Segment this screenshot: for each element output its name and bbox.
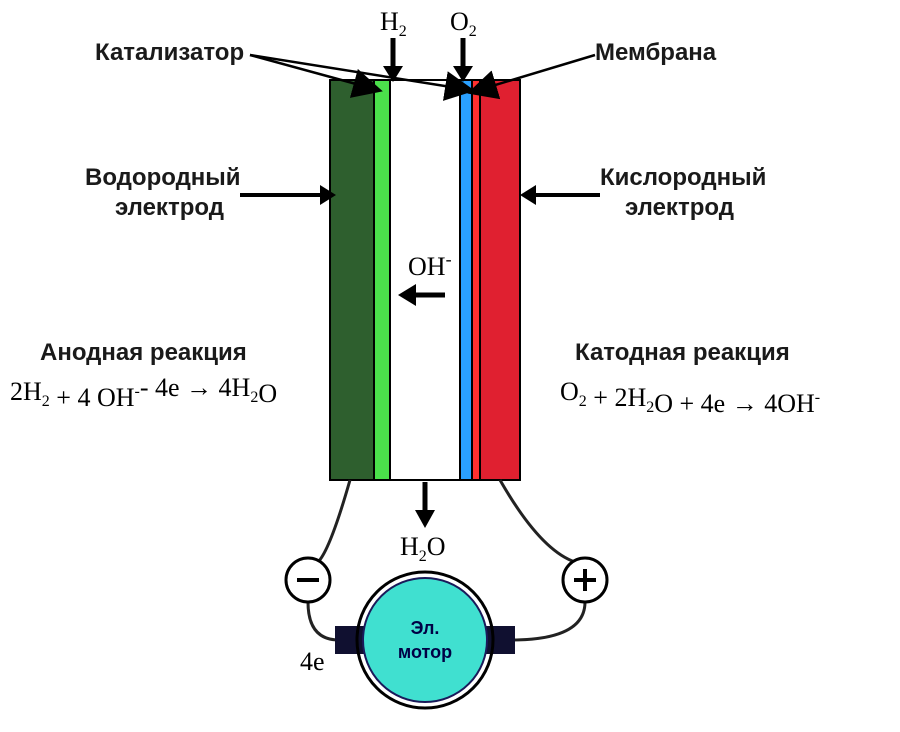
anode-catalyst bbox=[374, 80, 390, 480]
svg-text:Водородный: Водородный bbox=[85, 164, 241, 191]
svg-text:Эл.: Эл. bbox=[411, 618, 440, 638]
svg-text:O2 + 2H2O + 4e → 4OH-: O2 + 2H2O + 4e → 4OH- bbox=[560, 377, 820, 418]
svg-text:H2: H2 bbox=[380, 7, 407, 40]
svg-text:электрод: электрод bbox=[625, 194, 734, 221]
o2-inlet: O2 bbox=[450, 7, 477, 82]
svg-text:Кислородный: Кислородный bbox=[600, 164, 766, 191]
hydrogen-electrode-label: Водородный электрод bbox=[85, 164, 336, 221]
electric-motor: Эл. мотор bbox=[335, 572, 515, 708]
svg-text:2H2 + 4 OH-- 4e → 4H2O: 2H2 + 4 OH-- 4e → 4H2O bbox=[10, 373, 277, 412]
fuel-cell-diagram: H2 O2 Катализатор Мембрана Водородный эл… bbox=[0, 0, 900, 732]
h2-inlet: H2 bbox=[380, 7, 407, 82]
svg-text:электрод: электрод bbox=[115, 194, 224, 221]
svg-text:мотор: мотор bbox=[398, 642, 452, 662]
oxygen-electrode-label: Кислородный электрод bbox=[520, 164, 766, 221]
svg-text:Мембрана: Мембрана bbox=[595, 39, 717, 66]
plus-terminal bbox=[563, 558, 607, 602]
anode-electrode bbox=[330, 80, 374, 480]
h2o-outlet: H2O bbox=[400, 482, 446, 565]
anode-reaction: Анодная реакция 2H2 + 4 OH-- 4e → 4H2O bbox=[10, 339, 277, 412]
cathode-electrode bbox=[480, 80, 520, 480]
svg-text:Катодная реакция: Катодная реакция bbox=[575, 339, 790, 366]
svg-text:OH-: OH- bbox=[408, 249, 452, 281]
membrane-layer bbox=[460, 80, 472, 480]
svg-text:Катализатор: Катализатор bbox=[95, 39, 244, 66]
cathode-catalyst bbox=[472, 80, 480, 480]
electron-count: 4e bbox=[300, 647, 325, 676]
svg-text:H2O: H2O bbox=[400, 532, 446, 565]
cathode-reaction: Катодная реакция O2 + 2H2O + 4e → 4OH- bbox=[560, 339, 820, 418]
minus-terminal bbox=[286, 558, 330, 602]
svg-text:Анодная реакция: Анодная реакция bbox=[40, 339, 247, 366]
svg-text:O2: O2 bbox=[450, 7, 477, 40]
